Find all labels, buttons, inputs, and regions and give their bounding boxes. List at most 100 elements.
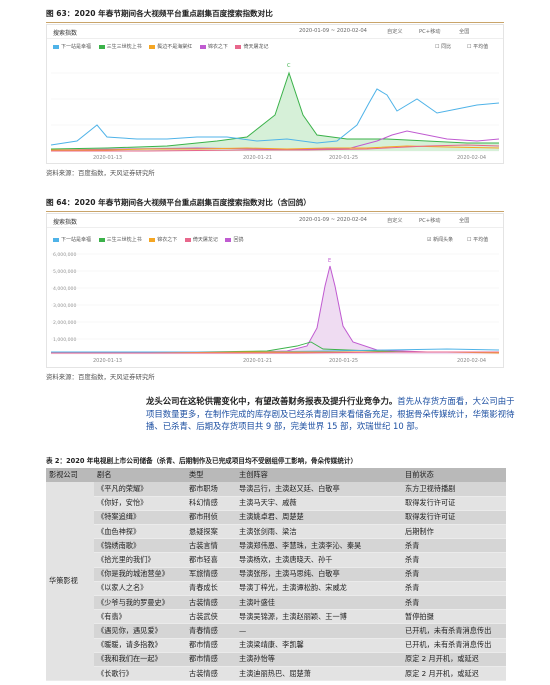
table-cell: 《平凡的荣耀》 [94,482,186,497]
legend-item[interactable]: 锦衣之下 [149,236,177,243]
table-cell: 古装言情 [186,538,236,554]
table-cell: 取得发行许可证 [402,510,506,526]
table-cell: 都市轻喜 [186,552,236,568]
table-cell: 导演郑伟恩、李慧珠，主演李沁、秦昊 [236,538,402,554]
legend-item[interactable]: 三生三世枕上书 [98,236,142,243]
legend-item[interactable]: 下一站是幸福 [53,236,91,243]
drama-reserve-table: 影视公司 剧名 类型 主创阵容 目前状态 华策影视 《平凡的荣耀》 都市职场 导… [46,468,506,682]
table-cell: 杀青 [402,581,506,597]
table-cell: 《拾光里的我们》 [94,552,186,568]
table-cell: 主演叶盛佳 [236,595,402,611]
legend-swatch [235,44,242,49]
table-cell: 都市情感 [186,638,236,653]
average-checkbox[interactable]: ☐ 平均值 [467,44,489,50]
legend-label: 下一站是幸福 [61,44,92,50]
search-index-tab[interactable]: 搜索指数 [53,219,78,226]
table-cell: 青春成长 [186,581,236,597]
table-cell: 青春情感 [186,623,236,639]
region-select[interactable]: 全国 [459,218,470,224]
table-cell: 《暖暖，请多指教》 [94,638,186,653]
table-row: 《遇见你，遇见爱》 青春情感 — 已开机，未有杀青消息传出 [46,623,506,639]
table-row: 《有翡》 古装武侠 导演吴锦源，主演赵丽颖、王一博 暂停拍摄 [46,609,506,625]
legend-item[interactable]: 鬓边不是海棠红 [149,43,192,50]
series-line-blue [50,88,500,146]
table-cell: 《特案追缉》 [94,510,186,526]
column-header: 类型 [186,468,236,482]
legend-item[interactable]: 锦衣之下 [199,43,228,50]
device-select[interactable]: PC+移动 [419,29,441,35]
body-paragraph: 龙头公司在这轮供需变化中，有望改善财务报表及提升行业竞争力。首先从存货方面看，大… [146,395,518,433]
legend-item[interactable]: 倚天屠龙记 [184,236,218,243]
table-cell: 悬疑探案 [186,524,236,540]
figure-63-legend: 下一站是幸福 三生三世枕上书 鬓边不是海棠红 锦衣之下 倚天屠龙记 [53,43,274,50]
table-cell: 《锦绣南歌》 [94,538,186,554]
table-row: 《以家人之名》 青春成长 导演丁梓光，主演谭松韵、宋威龙 杀青 [46,581,506,597]
x-tick: 2020-01-21 [243,155,272,161]
table-cell: 都市刑侦 [186,510,236,526]
table-cell: 后期制作 [402,524,506,540]
series-line-purple [50,265,499,354]
y-tick-label: 2,000,000 [53,320,76,326]
figure-64-rule [46,211,504,212]
table-cell: 主演梁靖康、李凯馨 [236,638,402,653]
legend-swatch [149,237,156,242]
custom-range-select[interactable]: 自定义 [387,218,403,224]
x-tick: 2020-02-04 [457,155,486,161]
table-cell: 都市职场 [186,482,236,497]
table-cell: 导演张彤，主演马思纯、白敬亭 [236,567,402,582]
table-cell: 杀青 [402,595,506,611]
table-cell: 主演马天宇、戚薇 [236,496,402,511]
table-row: 华策影视 《平凡的荣耀》 都市职场 导演吕行，主演赵又廷、白敬亭 东方卫视待播剧 [46,482,506,682]
paragraph-lead: 龙头公司在这轮供需变化中，有望改善财务报表及提升行业竞争力。 [146,396,398,406]
legend-label: 倚天屠龙记 [192,237,218,243]
figure-63-rule [46,22,504,23]
x-tick: 2020-01-25 [329,358,358,364]
y-tick-label: 3,000,000 [53,303,76,309]
date-range-select[interactable]: 2020-01-09 ~ 2020-02-04 [299,217,367,223]
series-line-pink [51,144,500,152]
date-range-select[interactable]: 2020-01-09 ~ 2020-02-04 [299,28,367,34]
column-header: 主创阵容 [236,468,402,482]
table-row: 《少爷与我的罗曼史》 古装情感 主演叶盛佳 杀青 [46,595,506,611]
custom-range-select[interactable]: 自定义 [387,29,403,35]
compare-label: 同比 [441,44,452,50]
table-row: 《你是我的城池营垒》 军旅情感 导演张彤，主演马思纯、白敬亭 杀青 [46,567,506,582]
peak-marker-c: C [287,63,291,69]
table-cell: 主演孙怡等 [236,652,402,667]
region-select[interactable]: 全国 [459,29,470,35]
table-cell: 《有翡》 [94,609,186,625]
average-label: 平均值 [473,237,489,243]
average-checkbox[interactable]: ☐ 平均值 [467,237,489,243]
series-line-blue [51,348,500,353]
table-title: 表 2：2020 年电视剧上市公司储备（杀青、后期制作及已完成项目均不受剧组停工… [46,457,358,465]
series-area-purple [51,266,499,354]
table-cell: 古装情感 [186,666,236,682]
figure-63-toolbar: 搜索指数 2020-01-09 ~ 2020-02-04 自定义 PC+移动 全… [47,25,503,39]
legend-item[interactable]: 下一站是幸福 [53,43,91,50]
table-cell: 导演吴锦源，主演赵丽颖、王一博 [236,609,402,625]
table-row: 《长歌行》 古装情感 主演迪丽热巴、屈楚萧 原定 2 月开机，或延迟 [46,666,506,682]
legend-item[interactable]: 倚天屠龙记 [235,43,268,50]
device-select[interactable]: PC+移动 [419,218,441,224]
legend-swatch [149,44,156,49]
legend-item[interactable]: 三生三世枕上书 [98,43,142,50]
legend-item[interactable]: 回鸽 [225,236,243,243]
table-cell: 古装武侠 [186,609,236,625]
paragraph-body: 首先从存货方面看，大公司由于项目数量更多，在制作完成的库存剧及已经杀青剧目来看储… [146,396,515,432]
table-row: 《锦绣南歌》 古装言情 导演郑伟恩、李慧珠，主演李沁、秦昊 杀青 [46,538,506,554]
table-row: 《拾光里的我们》 都市轻喜 导演杨欢，主演唐晓天、孙千 杀青 [46,552,506,568]
news-checkbox[interactable]: ☑ 新闻头条 [427,237,454,243]
legend-label: 回鸽 [233,237,244,243]
figure-63-title: 图 63：2020 年春节期间各大视频平台重点剧集百度搜索指数对比 [46,9,273,18]
table-cell: 主演迪丽热巴、屈楚萧 [236,666,402,682]
table-cell: 《血色神探》 [94,524,186,540]
figure-64-panel: 搜索指数 2020-01-09 ~ 2020-02-04 自定义 PC+移动 全… [46,213,504,368]
legend-swatch [53,44,59,49]
search-index-tab[interactable]: 搜索指数 [53,30,78,37]
table-cell: 杀青 [402,567,506,582]
compare-checkbox[interactable]: ☐ 同比 [435,44,452,50]
table-header-row: 影视公司 剧名 类型 主创阵容 目前状态 [46,468,506,482]
legend-label: 鬓边不是海棠红 [157,44,193,50]
table-cell: 《你是我的城池营垒》 [94,567,186,582]
legend-swatch [184,237,191,242]
